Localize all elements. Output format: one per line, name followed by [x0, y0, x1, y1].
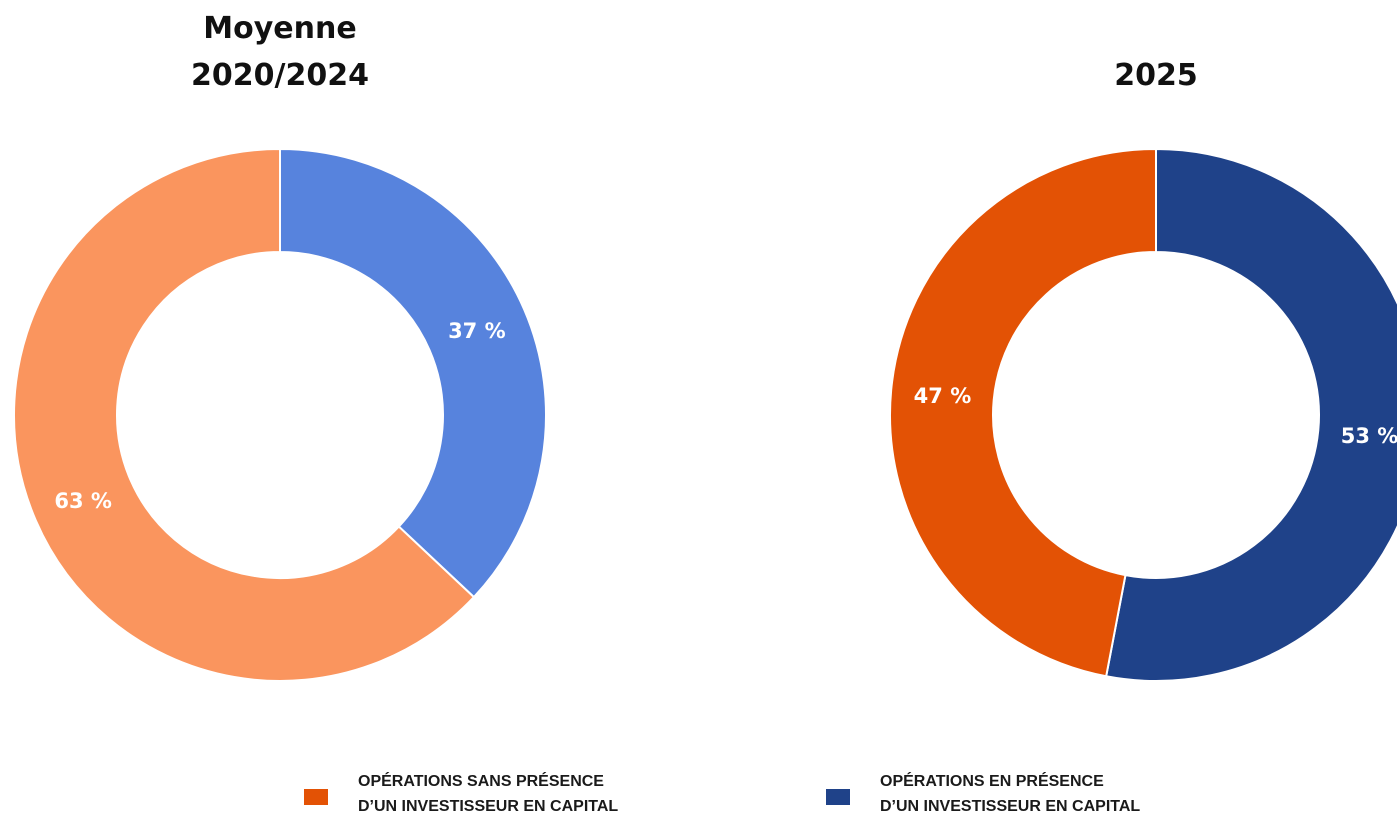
donut-slice	[889, 147, 1157, 678]
donut-slice	[1104, 147, 1397, 682]
donut-slice	[279, 147, 547, 599]
donut-slice	[13, 147, 476, 682]
value-label: 37 %	[448, 319, 506, 343]
legend-label: OPÉRATIONS EN PRÉSENCE	[880, 771, 1104, 790]
chart-title: 2020/2024	[191, 58, 369, 93]
legend-label: D’UN INVESTISSEUR EN CAPITAL	[880, 798, 1140, 815]
legend-swatch	[304, 789, 328, 805]
chart-title: Moyenne	[203, 11, 356, 46]
legend-label: D’UN INVESTISSEUR EN CAPITAL	[358, 798, 618, 815]
value-label: 53 %	[1341, 424, 1397, 448]
legend-swatch	[826, 789, 850, 805]
chart-title: 2025	[1114, 58, 1198, 93]
legend-label: OPÉRATIONS SANS PRÉSENCE	[358, 771, 604, 790]
value-label: 63 %	[54, 489, 112, 513]
value-label: 47 %	[914, 384, 972, 408]
